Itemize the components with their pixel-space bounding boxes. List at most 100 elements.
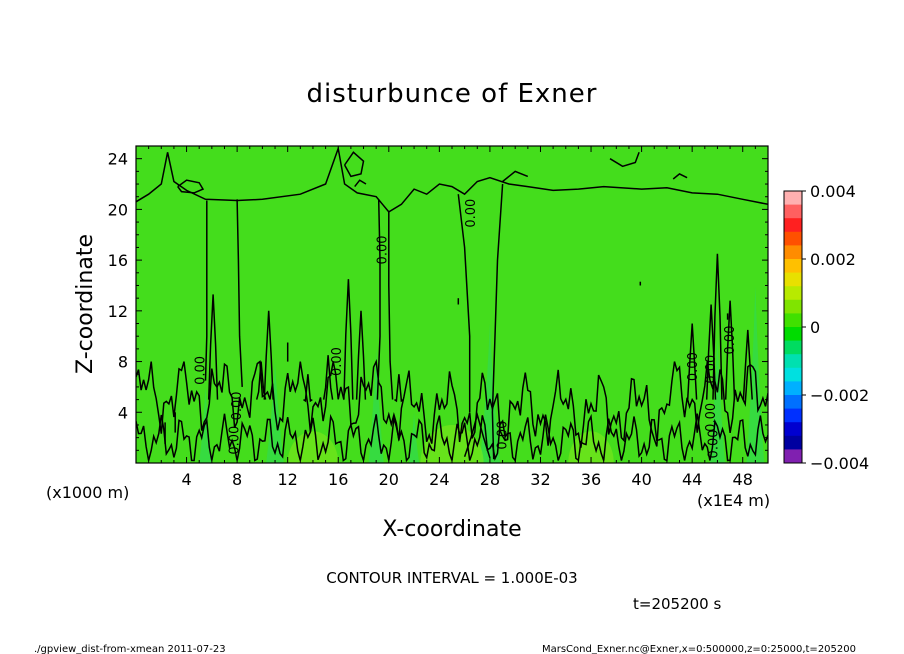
colorbar-bin: [784, 354, 802, 369]
time-stamp: t=205200 s: [633, 595, 721, 613]
footer-left: ./gpview_dist-from-xmean 2011-07-23: [34, 644, 226, 654]
contour-line: [355, 310, 367, 400]
contour-labels: 0.000.000.00 0.000.000.000.000.000.000.00…: [193, 199, 738, 459]
contour-line: [343, 151, 365, 178]
contour-interval: CONTOUR INTERVAL = 1.000E-03: [326, 569, 577, 587]
contour-line: [376, 199, 381, 400]
colorbar-tick-label: −0.004: [810, 454, 869, 473]
x-tick-label: 8: [232, 470, 242, 489]
contour-line: [136, 146, 768, 213]
y-tick-label: 4: [118, 403, 128, 422]
contour-label: 0.00: [704, 403, 719, 432]
x-tick-label: 48: [733, 470, 753, 489]
colorbar-bin: [784, 435, 802, 450]
contour-label: 0.00: [686, 352, 701, 381]
y-axis-ticks: 4 8 12 16 20 24: [108, 150, 768, 451]
colorbar-bin: [784, 381, 802, 396]
contour-line: [303, 374, 313, 403]
high-value-patch: [287, 431, 339, 463]
contour-line: [236, 199, 243, 387]
contour-line: [686, 323, 698, 400]
x-tick-label: 20: [379, 470, 399, 489]
x-tick-label: 40: [631, 470, 651, 489]
contour-line: [177, 179, 205, 194]
x-tick-label: 12: [278, 470, 298, 489]
contour-line: [207, 294, 219, 400]
contour-line: [394, 374, 404, 403]
contour-label: 0.00: [330, 347, 345, 376]
y-axis-label: Z-coordinate: [73, 234, 98, 374]
x-unit-right: (x1E4 m): [697, 491, 770, 510]
colorbar-bin: [784, 272, 802, 287]
plot-area: [136, 146, 768, 463]
contour-label: 0.00: [723, 326, 738, 355]
x-tick-label: 16: [328, 470, 348, 489]
colorbar-bin: [784, 259, 802, 274]
x-axis-ticks: 4 8 12 16 20 24 28 32 36 40 44 48: [148, 146, 756, 489]
contour-line: [204, 200, 208, 381]
x-tick-label: 28: [480, 470, 500, 489]
colorbar-tick-label: −0.002: [810, 386, 869, 405]
contour-line: [742, 329, 753, 400]
colorbar-bin: [784, 395, 802, 410]
x-tick-label: 44: [682, 470, 702, 489]
x-axis-label: X-coordinate: [382, 517, 521, 542]
colorbar-bin: [784, 204, 802, 219]
contour-line: [354, 179, 367, 188]
colorbar-bin: [784, 449, 802, 464]
contour-label: 0.00: [230, 391, 245, 420]
y-tick-label: 24: [108, 150, 128, 169]
y-tick-label: 16: [108, 251, 128, 270]
colorbar-bin: [784, 299, 802, 314]
contour-line: [463, 411, 491, 459]
y-tick-label: 12: [108, 302, 128, 321]
colorbar-bin: [784, 191, 802, 206]
contour-line: [712, 253, 723, 400]
contour-line: [322, 355, 334, 400]
contour-line: [672, 173, 688, 180]
contour-label: 0.00: [704, 355, 719, 384]
x-unit-left: (x1000 m): [46, 483, 129, 502]
contour-line: [263, 310, 274, 400]
contour-line: [724, 300, 736, 400]
contour-label: 0.00: [706, 430, 721, 459]
colorbar-bin: [784, 340, 802, 355]
colorbar: [784, 191, 802, 464]
colorbar-bin: [784, 313, 802, 328]
colorbar-bin: [784, 408, 802, 423]
colorbar-bin: [784, 367, 802, 382]
y-tick-label: 20: [108, 200, 128, 219]
colorbar-bin: [784, 422, 802, 437]
contour-line: [343, 279, 354, 400]
contour-line: [457, 194, 471, 413]
footer-right: MarsCond_Exner.nc@Exner,x=0:500000,z=0:2…: [542, 644, 856, 654]
contour-label: 0.00: [495, 421, 510, 450]
colorbar-ticks: 0.004 0.002 0 −0.002 −0.004: [802, 182, 869, 473]
contour-label: 0.00: [464, 199, 479, 228]
colorbar-tick-label: 0.004: [810, 182, 856, 201]
contour-label: 0.00: [193, 356, 208, 385]
contour-line: [136, 358, 768, 448]
contour-line: [255, 361, 267, 400]
colorbar-bin: [784, 218, 802, 233]
colorbar-bin: [784, 231, 802, 246]
colorbar-bin: [784, 327, 802, 342]
y-tick-label: 8: [118, 353, 128, 372]
x-tick-label: 36: [581, 470, 601, 489]
colorbar-tick-label: 0.002: [810, 250, 856, 269]
x-tick-label: 4: [181, 470, 191, 489]
x-tick-label: 24: [429, 470, 449, 489]
chart-title: disturbunce of Exner: [307, 79, 598, 109]
colorbar-bin: [784, 245, 802, 260]
contour-line: [491, 183, 504, 460]
colorbar-tick-label: 0: [810, 318, 820, 337]
low-value-plume: [409, 412, 420, 463]
contour-line: [609, 152, 640, 168]
colorbar-bin: [784, 286, 802, 301]
contour-line: [388, 211, 394, 400]
contour-line: [502, 170, 529, 183]
x-tick-label: 32: [530, 470, 550, 489]
contour-label: 0.00: [375, 235, 390, 264]
contour-label: 0.00: [227, 426, 242, 455]
